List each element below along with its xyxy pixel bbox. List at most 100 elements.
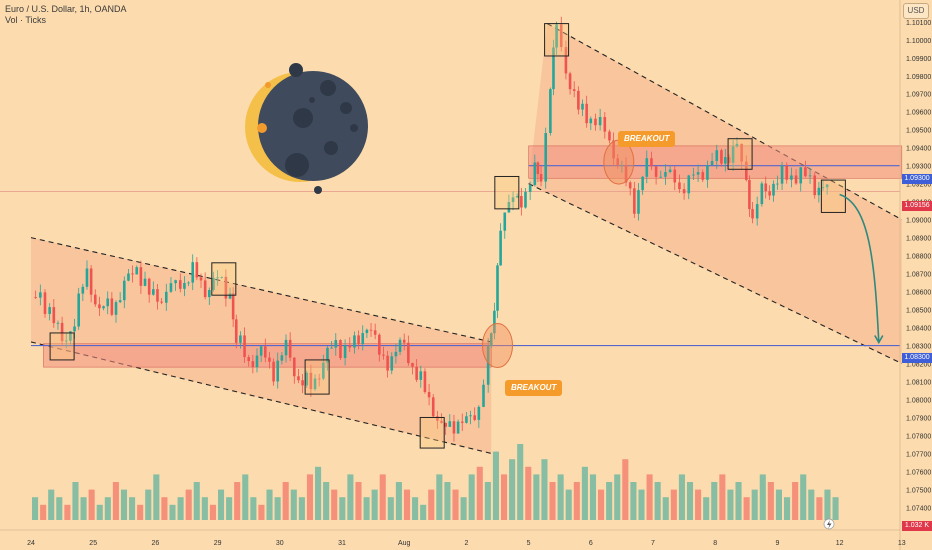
candle-body	[748, 179, 751, 210]
channel-upper-line-1	[30, 237, 492, 343]
candle-body	[724, 157, 727, 164]
candle-body	[760, 183, 764, 205]
candle-body	[589, 118, 593, 124]
candle-body	[361, 333, 365, 345]
volume-bar	[630, 482, 637, 520]
candle-body	[489, 333, 493, 347]
candle-body	[93, 294, 97, 305]
candle-body	[334, 340, 338, 348]
candle-body	[499, 230, 502, 266]
currency-button[interactable]: USD	[903, 3, 929, 19]
candle-body	[645, 158, 649, 177]
y-tick-label: 1.09000	[906, 218, 931, 225]
candle-body	[231, 293, 235, 320]
candle-body	[123, 280, 126, 301]
candle-body	[740, 143, 743, 162]
candle-body	[212, 277, 215, 291]
x-tick-label: Aug	[398, 540, 411, 547]
candle-body	[456, 421, 460, 434]
volume-bar	[500, 474, 508, 520]
volume-indicator-label[interactable]: Vol · Ticks	[5, 15, 47, 25]
candle-body	[559, 24, 563, 48]
volume-bar	[185, 489, 192, 520]
candle-body	[633, 188, 636, 214]
y-tick-label: 1.07800	[906, 433, 931, 440]
moon-disc	[258, 71, 368, 181]
candle-body	[317, 378, 321, 380]
volume-bar	[234, 482, 241, 520]
lightning-icon[interactable]	[823, 518, 835, 530]
highlight-box	[494, 175, 520, 210]
candle-body	[164, 291, 168, 303]
candle-body	[309, 372, 313, 390]
volume-bar	[775, 489, 782, 520]
candle-body	[564, 47, 568, 74]
candle-body	[482, 384, 485, 407]
candle-body	[152, 289, 155, 295]
candle-body	[552, 47, 555, 90]
price-tag-current: 1.09156	[902, 201, 932, 211]
volume-bar	[323, 482, 330, 520]
candle-body	[135, 267, 139, 275]
volume-bar	[129, 497, 136, 520]
x-tick-label: 7	[651, 540, 655, 547]
volume-bar	[387, 497, 394, 520]
x-tick-label: 9	[775, 540, 779, 547]
candle-body	[156, 289, 159, 302]
volume-bar	[274, 497, 281, 520]
candle-body	[507, 201, 511, 213]
candle-body	[799, 167, 803, 184]
moon-crater	[314, 186, 322, 194]
candle-body	[473, 415, 476, 420]
volume-tag: 1.032 K	[902, 521, 932, 531]
candle-body	[678, 182, 681, 190]
price-tag-resistance: 1.09300	[902, 174, 932, 184]
candle-body	[98, 304, 101, 309]
volume-bar	[306, 474, 314, 520]
volume-bar	[355, 482, 362, 520]
volume-bar	[298, 497, 305, 520]
y-tick-label: 1.08000	[906, 397, 931, 404]
candle-body	[369, 329, 373, 331]
volume-bar	[816, 497, 823, 520]
moon-crater	[289, 63, 303, 77]
volume-bar	[549, 482, 556, 520]
volume-bar	[428, 489, 435, 520]
volume-bar	[88, 489, 95, 520]
volume-bar	[525, 466, 532, 520]
candle-body	[169, 283, 173, 292]
volume-bar	[153, 474, 160, 520]
candle-body	[118, 300, 122, 303]
candle-body	[465, 416, 468, 423]
candle-body	[220, 276, 224, 278]
volume-bar	[412, 497, 419, 520]
candle-body	[496, 265, 499, 311]
candle-body	[147, 278, 151, 295]
candle-body	[243, 335, 246, 358]
volume-bar	[347, 474, 354, 520]
volume-bar	[598, 489, 605, 520]
x-tick-label: 5	[527, 540, 531, 547]
candle-body	[301, 380, 304, 386]
volume-bar	[557, 474, 564, 520]
candle-body	[216, 277, 219, 279]
volume-bar	[783, 497, 791, 520]
candle-body	[64, 340, 68, 342]
candle-body	[268, 357, 271, 362]
volume-bar	[735, 482, 742, 520]
candle-body	[39, 292, 42, 298]
candle-body	[448, 421, 452, 427]
candle-body	[673, 169, 677, 183]
candle-body	[284, 339, 288, 356]
volume-bar	[622, 459, 629, 520]
candle-body	[263, 346, 267, 358]
candle-body	[825, 184, 829, 188]
candle-body	[794, 175, 798, 184]
y-tick-label: 1.07400	[906, 505, 931, 512]
candle-body	[326, 347, 329, 363]
volume-bar	[614, 474, 621, 520]
candle-body	[390, 356, 394, 371]
candle-body	[365, 329, 369, 334]
